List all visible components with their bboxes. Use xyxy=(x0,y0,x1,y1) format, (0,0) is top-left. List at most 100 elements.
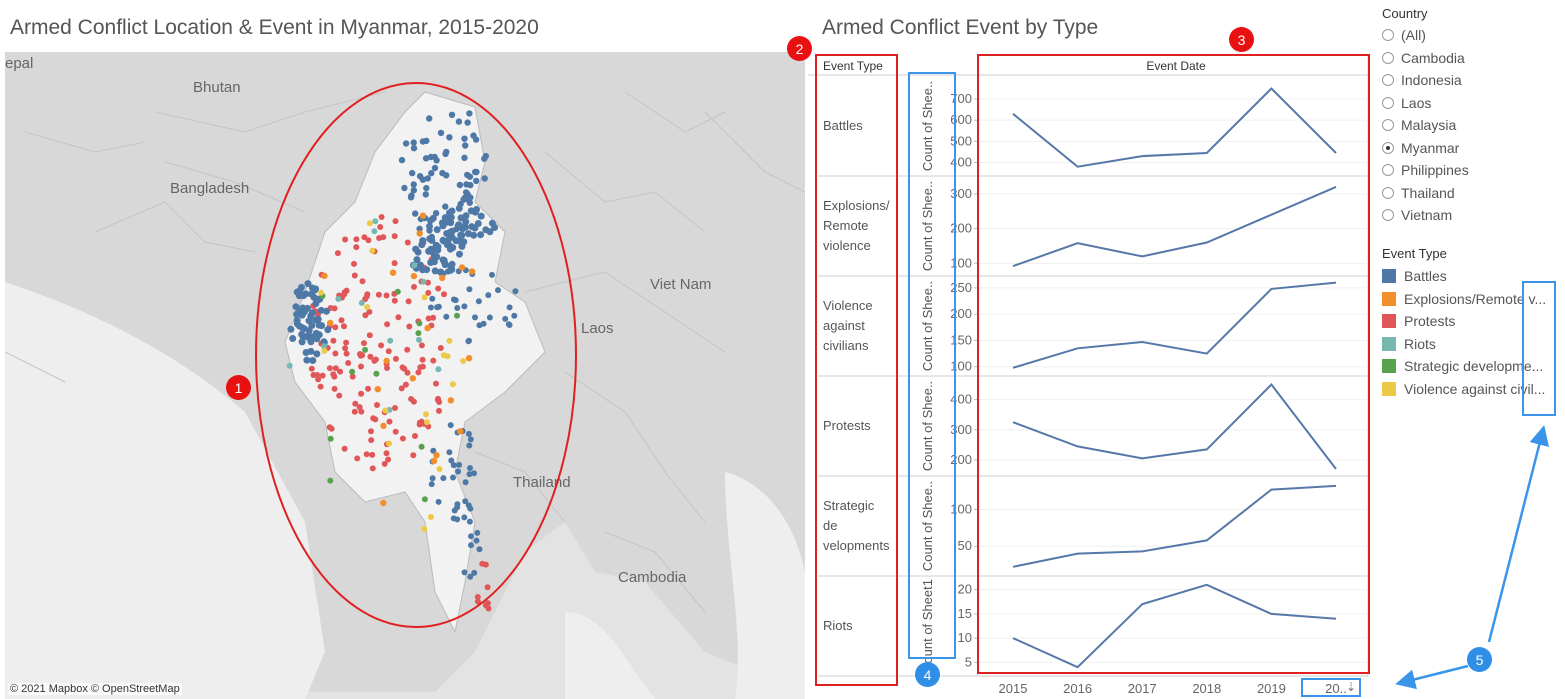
country-option-label: Philippines xyxy=(1401,162,1469,179)
event-point xyxy=(460,358,467,364)
event-point xyxy=(385,456,392,463)
event-point xyxy=(448,457,455,464)
country-option[interactable]: Indonesia xyxy=(1382,69,1562,92)
event-point xyxy=(287,325,295,333)
event-point xyxy=(371,357,378,364)
border-line xyxy=(94,201,256,253)
country-option[interactable]: Cambodia xyxy=(1382,47,1562,70)
legend-item[interactable]: Battles xyxy=(1382,265,1560,288)
event-point xyxy=(335,295,342,302)
line-chart[interactable]: Event Type Event Date Battles Count of Sh… xyxy=(808,50,1374,699)
event-point xyxy=(444,268,451,275)
row-label-line: Violence xyxy=(823,298,873,313)
south-china-sea xyxy=(725,472,805,699)
country-option-label: Vietnam xyxy=(1401,207,1453,224)
event-point xyxy=(461,154,468,161)
event-point xyxy=(425,279,431,286)
event-point xyxy=(323,307,330,315)
country-option[interactable]: Malaysia xyxy=(1382,114,1562,137)
event-point xyxy=(444,237,452,244)
event-point xyxy=(423,411,429,418)
event-point xyxy=(404,369,411,376)
event-point xyxy=(337,368,344,375)
event-point xyxy=(312,300,320,308)
event-point xyxy=(324,326,332,334)
event-point xyxy=(366,220,373,227)
series-line xyxy=(1012,583,1337,669)
event-point xyxy=(455,204,463,212)
border-line xyxy=(544,151,706,233)
map-view[interactable]: epal Bhutan Bangladesh Viet Nam Laos Tha… xyxy=(5,52,805,699)
event-point xyxy=(387,337,394,344)
annotation-marker-3: 3 xyxy=(1229,27,1254,52)
event-point xyxy=(421,525,428,532)
legend-item[interactable]: Explosions/Remote v... xyxy=(1382,288,1560,311)
event-point xyxy=(366,308,373,315)
chart-row: Explosions/Remote violence Count of Shee..… xyxy=(818,181,1368,277)
event-point xyxy=(474,220,482,227)
radio-button[interactable] xyxy=(1382,186,1394,199)
country-option[interactable]: Thailand xyxy=(1382,182,1562,205)
legend-item[interactable]: Strategic developme... xyxy=(1382,355,1560,378)
event-point xyxy=(472,136,480,143)
legend-swatch xyxy=(1382,381,1396,396)
border-line xyxy=(564,371,706,523)
event-point xyxy=(446,449,453,456)
radio-button[interactable] xyxy=(1382,119,1394,132)
event-point xyxy=(447,397,454,404)
event-point xyxy=(410,145,418,152)
event-point xyxy=(430,447,437,454)
legend-swatch xyxy=(1382,314,1396,329)
country-option[interactable]: Laos xyxy=(1382,92,1562,115)
row-label-line: Riots xyxy=(823,618,853,633)
country-option[interactable]: Myanmar xyxy=(1382,137,1562,160)
event-point xyxy=(404,346,411,353)
radio-button[interactable] xyxy=(1382,51,1394,64)
radio-button[interactable] xyxy=(1382,96,1394,109)
event-point xyxy=(430,457,438,465)
event-point xyxy=(349,373,356,380)
event-point xyxy=(473,177,480,185)
event-point xyxy=(441,261,449,269)
radio-button[interactable] xyxy=(1382,209,1394,222)
country-option-label: Myanmar xyxy=(1401,139,1460,156)
legend-item[interactable]: Protests xyxy=(1382,310,1560,333)
map-title: Armed Conflict Location & Event in Myanm… xyxy=(10,16,539,39)
event-point xyxy=(452,237,460,245)
event-point xyxy=(428,481,435,488)
event-point xyxy=(362,346,369,353)
country-option[interactable]: Vietnam xyxy=(1382,204,1562,227)
event-point xyxy=(471,208,479,216)
country-option-label: (All) xyxy=(1401,27,1426,44)
sort-icon[interactable]: ⇣ xyxy=(1346,680,1356,694)
event-point xyxy=(476,546,483,553)
bay-of-bengal xyxy=(5,282,325,699)
country-option[interactable]: Philippines xyxy=(1382,159,1562,182)
radio-button[interactable] xyxy=(1382,29,1394,42)
event-point xyxy=(365,237,372,244)
radio-button[interactable] xyxy=(1382,164,1394,177)
event-point xyxy=(474,529,481,536)
event-point xyxy=(422,155,430,162)
event-point xyxy=(307,338,315,346)
event-point xyxy=(352,400,359,407)
event-point xyxy=(433,157,440,164)
event-point xyxy=(370,415,377,422)
legend-item[interactable]: Violence against civil... xyxy=(1382,378,1560,401)
legend-swatch xyxy=(1382,336,1396,351)
event-point xyxy=(464,171,471,179)
event-point xyxy=(430,314,437,321)
annotation-ellipse-map xyxy=(255,82,577,628)
event-point xyxy=(321,347,328,354)
country-option[interactable]: (All) xyxy=(1382,24,1562,47)
border-line xyxy=(704,111,805,193)
legend-label: Explosions/Remote v... xyxy=(1404,290,1547,307)
radio-button[interactable] xyxy=(1382,141,1394,154)
legend-item[interactable]: Riots xyxy=(1382,333,1560,356)
event-points-layer[interactable] xyxy=(286,110,519,612)
radio-button[interactable] xyxy=(1382,74,1394,87)
event-point xyxy=(463,181,470,188)
event-point xyxy=(474,594,481,600)
map-canvas[interactable]: epal Bhutan Bangladesh Viet Nam Laos Tha… xyxy=(5,52,805,699)
